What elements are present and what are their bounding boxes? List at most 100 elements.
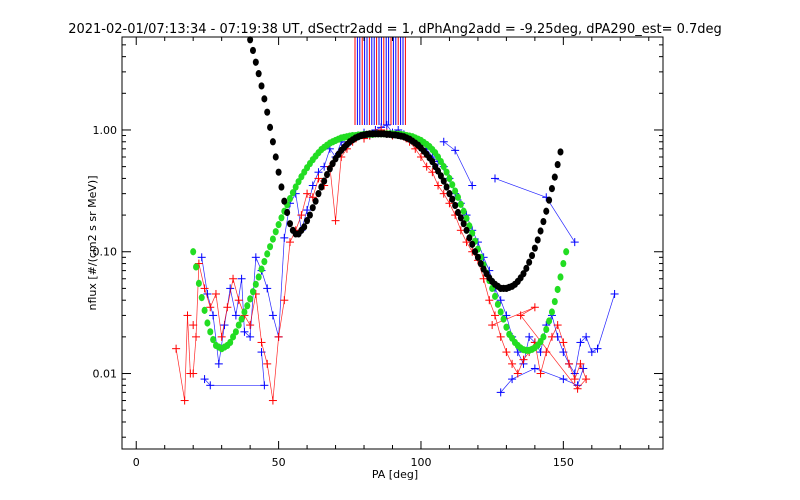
blue-series-point (451, 146, 460, 155)
blue-series-segment (278, 237, 285, 337)
green-fit-point (278, 214, 285, 222)
red-series-point (547, 332, 556, 341)
blue-series-point (231, 311, 240, 320)
black-fit-point (324, 171, 331, 179)
blue-series-point (610, 289, 619, 298)
y-tick-label: 1.00 (93, 124, 118, 137)
blue-series-point (582, 332, 591, 341)
black-fit-point (469, 240, 476, 248)
red-series-segment (511, 363, 519, 374)
black-fit-point (526, 258, 533, 266)
red-series-segment (272, 336, 279, 401)
green-fit-point (286, 195, 293, 203)
green-fit-point (437, 157, 444, 166)
red-series-segment (175, 348, 185, 401)
green-fit-point (292, 183, 299, 191)
red-series-point (189, 321, 198, 330)
green-fit-point (232, 328, 239, 336)
blue-series-point (206, 381, 215, 390)
red-series-point (229, 274, 238, 283)
red-series-point (211, 289, 220, 298)
blue-series-segment (494, 178, 547, 198)
green-fit-point (190, 248, 197, 256)
red-series-point (263, 359, 272, 368)
red-series-segment (483, 278, 490, 301)
green-fit-point (551, 297, 558, 306)
black-fit-point (543, 207, 550, 215)
red-series-segment (551, 324, 558, 338)
black-fit-point (477, 259, 484, 268)
red-series-segment (184, 315, 188, 401)
green-fit-point (244, 302, 251, 310)
red-series-segment (414, 148, 422, 158)
red-series-segment (517, 359, 524, 374)
black-fit-point (474, 253, 481, 261)
green-fit-point (241, 308, 248, 316)
blue-series-point (530, 364, 539, 373)
green-fit-point (261, 258, 268, 266)
green-fit-point (267, 243, 274, 251)
green-fit-point (272, 228, 279, 236)
red-series-segment (577, 378, 587, 389)
red-series-point (223, 303, 232, 312)
black-fit-point (306, 211, 313, 219)
black-fit-point (460, 220, 467, 228)
green-fit-point (252, 280, 259, 288)
black-fit-point (437, 172, 444, 180)
green-fit-point (443, 168, 450, 176)
blue-series-point (263, 284, 272, 293)
blue-series-segment (241, 278, 245, 332)
blue-series-segment (585, 336, 593, 353)
red-series-point (573, 384, 582, 393)
blue-series-segment (283, 203, 291, 238)
green-fit-point (554, 285, 561, 294)
red-series-segment (563, 342, 570, 364)
blue-series-point (240, 327, 249, 336)
red-series-point (530, 303, 539, 312)
green-fit-point (460, 207, 467, 215)
blue-series-point (468, 181, 477, 190)
y-axis-label: nflux [#/(cm2 s sr MeV)] (86, 176, 99, 311)
red-series-point (192, 332, 201, 341)
red-series-segment (437, 185, 445, 194)
red-series-point (308, 193, 317, 202)
x-tick-label: 50 (272, 456, 286, 469)
y-tick-label: 0.01 (93, 368, 118, 381)
black-fit-point (557, 148, 564, 156)
black-fit-point (554, 160, 561, 169)
blue-series-segment (443, 141, 456, 151)
green-fit-point (247, 295, 254, 303)
red-series-segment (494, 315, 502, 337)
red-series-point (257, 338, 266, 347)
green-fit-point (546, 317, 553, 325)
red-series-segment (460, 230, 467, 243)
plot-frame (121, 36, 664, 450)
black-fit-point (272, 153, 279, 161)
blue-series-point (226, 284, 235, 293)
blue-series-point (525, 332, 534, 341)
red-series-segment (195, 263, 200, 337)
red-series-point (246, 321, 255, 330)
green-fit-point (275, 221, 282, 229)
blue-series-point (214, 359, 223, 368)
blue-series-segment (323, 148, 331, 167)
red-series-point (274, 332, 283, 341)
black-fit-point (529, 251, 536, 260)
blue-series-segment (272, 315, 279, 337)
red-series-segment (249, 293, 257, 326)
black-fit-point (284, 208, 291, 217)
red-series-point (553, 321, 562, 330)
fit-curves (190, 36, 570, 354)
blue-series-segment (318, 166, 325, 173)
green-fit-point (195, 279, 202, 287)
red-series-point (434, 181, 443, 190)
blue-series-segment (500, 300, 507, 316)
red-series-point (462, 238, 471, 247)
red-series-segment (500, 336, 507, 353)
x-tick-label: 150 (553, 456, 574, 469)
red-series-segment (198, 263, 205, 289)
red-series-point (416, 152, 425, 161)
green-fit-point (258, 265, 265, 273)
green-fit-point (235, 321, 242, 329)
green-fit-point (264, 250, 271, 258)
